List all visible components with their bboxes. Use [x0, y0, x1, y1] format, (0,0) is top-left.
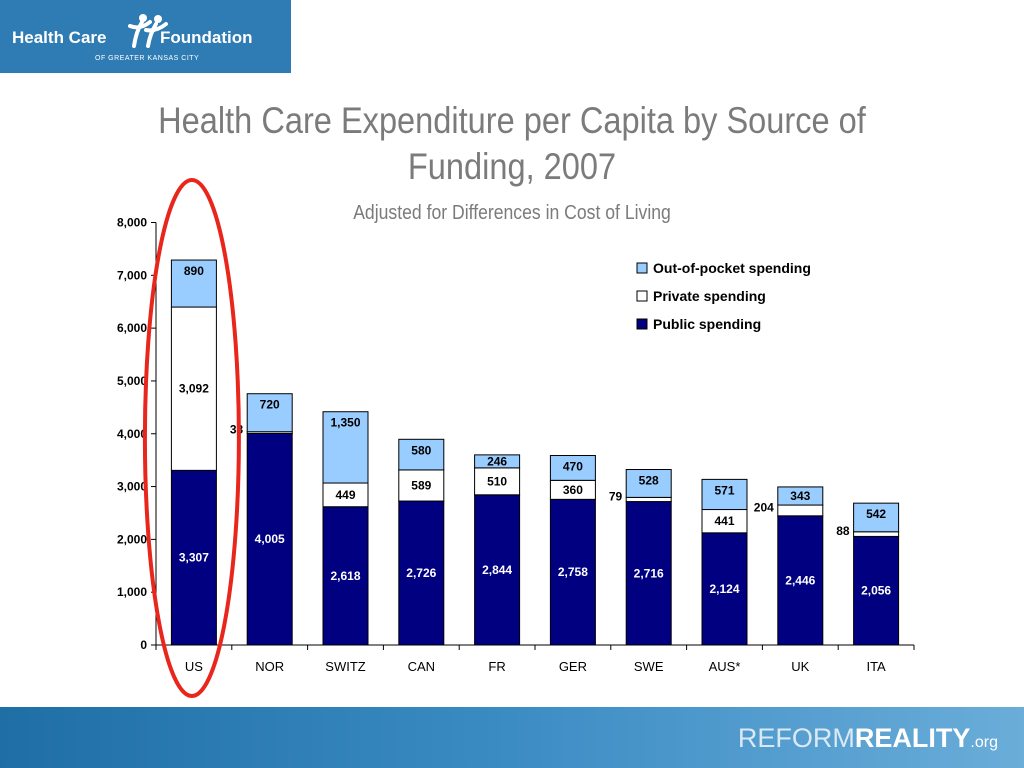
bar-out-of-pocket-4: [474, 454, 521, 469]
data-label-public: 2,446: [785, 573, 815, 587]
data-label-public: 2,124: [709, 582, 739, 596]
footer-brand-reform: REFORM: [737, 723, 855, 753]
y-tick-label: 3,000: [117, 480, 147, 494]
stacked-bar-chart: 0 1,000 2,000 3,000 4,000 5,000 6,000 7,000 8,00…: [117, 178, 915, 698]
bar-private-9: [853, 531, 900, 537]
logo-subtitle: OF GREATER KANSAS CITY: [95, 55, 200, 62]
people-figures-icon: [128, 14, 168, 48]
data-label-private: 441: [714, 514, 734, 528]
bar-out-of-pocket-2: [322, 411, 369, 484]
y-tick-label: 0: [140, 638, 147, 652]
data-label-private: 449: [335, 488, 355, 502]
data-label-private: 3,092: [179, 382, 209, 396]
data-label-public: 3,307: [179, 551, 209, 565]
x-tick-label: CAN: [408, 659, 435, 674]
y-tick-label: 1,000: [117, 585, 147, 599]
data-label-out-of-pocket: 720: [260, 398, 280, 412]
footer-brand-org: .org: [970, 734, 998, 751]
footer-brand-reality: REALITY: [854, 723, 971, 753]
data-label-private: 204: [754, 500, 774, 514]
data-label-out-of-pocket: 571: [714, 483, 734, 497]
y-tick-label: 5,000: [117, 374, 147, 388]
legend-swatch: [636, 262, 648, 274]
data-label-out-of-pocket: 470: [563, 460, 583, 474]
data-label-public: 2,726: [406, 566, 436, 580]
title-line-1: Health Care Expenditure per Capita by So…: [158, 100, 866, 141]
legend-swatch: [636, 318, 648, 330]
bar-public-1: [246, 432, 293, 646]
logo-banner: Health Care Foundation OF GREATER KANSAS…: [0, 0, 291, 73]
x-tick-label: GER: [559, 659, 587, 674]
footer-brand: REFORMREALITY.org: [738, 723, 998, 754]
bar-out-of-pocket-9: [853, 502, 900, 533]
legend-label: Out-of-pocket spending: [653, 260, 811, 276]
bar-public-8: [777, 515, 824, 646]
bar-public-2: [322, 506, 369, 646]
bar-out-of-pocket-1: [246, 393, 293, 433]
bar-out-of-pocket-7: [701, 478, 748, 511]
bar-out-of-pocket-3: [398, 438, 445, 471]
data-label-out-of-pocket: 1,350: [330, 416, 360, 430]
data-label-private: 510: [487, 474, 507, 488]
data-label-public: 2,844: [482, 563, 512, 577]
bar-private-6: [625, 496, 672, 503]
bar-public-9: [853, 535, 900, 646]
bar-private-4: [474, 467, 521, 496]
legend-label: Private spending: [653, 288, 766, 304]
legend-label: Public spending: [653, 316, 761, 332]
x-tick-label: US: [185, 659, 203, 674]
x-tick-label: FR: [488, 659, 505, 674]
x-tick-label: SWITZ: [325, 659, 365, 674]
data-label-out-of-pocket: 542: [866, 507, 886, 521]
page-subtitle: Adjusted for Differences in Cost of Livi…: [353, 202, 671, 224]
bar-public-0: [170, 469, 217, 646]
bar-public-4: [474, 494, 521, 646]
data-label-public: 4,005: [255, 532, 285, 546]
data-label-private: 589: [411, 478, 431, 492]
data-label-out-of-pocket: 890: [184, 264, 204, 278]
page-title: Health Care Expenditure per Capita by So…: [141, 98, 884, 190]
title-line-2: Funding, 2007: [407, 146, 617, 187]
bar-public-7: [701, 532, 748, 646]
data-label-out-of-pocket: 343: [790, 489, 810, 503]
logo-name-left: Health Care: [12, 28, 107, 47]
bar-out-of-pocket-6: [625, 469, 672, 498]
bar-public-6: [625, 501, 672, 646]
bar-private-8: [777, 504, 824, 517]
bar-public-5: [549, 498, 596, 646]
bar-private-0: [170, 306, 217, 471]
x-tick-label: AUS*: [709, 659, 741, 674]
legend-swatch: [636, 290, 648, 302]
footer-bar: REFORMREALITY.org: [0, 707, 1024, 768]
data-label-private: 33: [230, 423, 244, 437]
bar-public-3: [398, 500, 445, 646]
bar-out-of-pocket-0: [170, 259, 217, 308]
data-label-out-of-pocket: 528: [639, 474, 659, 488]
data-label-private: 79: [609, 489, 623, 503]
y-tick-label: 4,000: [117, 427, 147, 441]
x-tick-label: SWE: [634, 659, 664, 674]
x-tick-label: ITA: [866, 659, 886, 674]
data-label-public: 2,618: [330, 569, 360, 583]
highlight-ellipse: [142, 178, 241, 698]
y-tick-label: 6,000: [117, 321, 147, 335]
x-tick-label: NOR: [255, 659, 284, 674]
x-tick-label: UK: [791, 659, 809, 674]
data-label-private: 360: [563, 483, 583, 497]
data-label-public: 2,056: [861, 584, 891, 598]
bar-out-of-pocket-8: [777, 486, 824, 506]
data-label-out-of-pocket: 246: [487, 454, 507, 468]
bar-out-of-pocket-5: [549, 455, 596, 481]
data-label-out-of-pocket: 580: [411, 443, 431, 457]
data-label-public: 2,758: [558, 565, 588, 579]
data-label-public: 2,716: [634, 566, 664, 580]
bar-private-3: [398, 469, 445, 502]
y-tick-label: 7,000: [117, 268, 147, 282]
data-label-private: 88: [836, 524, 850, 538]
logo-name-right: Foundation: [159, 28, 253, 47]
logo-wordmark: Health Care Foundation: [12, 28, 252, 48]
y-tick-label: 2,000: [117, 532, 147, 546]
y-tick-label: 8,000: [117, 216, 147, 230]
